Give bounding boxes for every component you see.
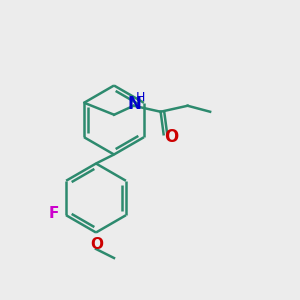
Text: N: N: [127, 95, 141, 113]
Text: O: O: [90, 237, 104, 252]
Text: H: H: [136, 91, 145, 104]
Text: F: F: [49, 206, 59, 221]
Text: O: O: [165, 128, 179, 146]
